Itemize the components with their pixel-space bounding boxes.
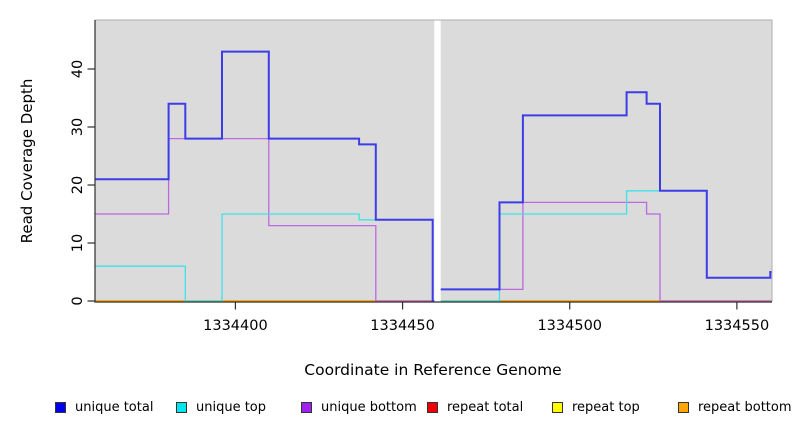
x-axis-title: Coordinate in Reference Genome xyxy=(304,361,562,379)
legend-label: repeat bottom xyxy=(698,399,792,415)
legend-label: repeat top xyxy=(572,399,640,415)
x-tick-label: 1334400 xyxy=(203,318,268,334)
y-tick-label: 10 xyxy=(70,234,86,252)
unique-top-swatch-icon xyxy=(176,401,187,413)
legend: unique total unique top unique bottom re… xyxy=(0,399,792,419)
legend-label: unique bottom xyxy=(321,399,417,415)
y-tick-label: 20 xyxy=(70,176,86,194)
x-tick-label: 1334450 xyxy=(370,318,435,334)
coverage-plot: 1334400 1334450 1334500 1334550 0 10 20 30 40 xyxy=(70,19,773,334)
unique-total-swatch-icon xyxy=(55,401,66,413)
repeat-top-swatch-icon xyxy=(552,401,563,413)
legend-label: unique total xyxy=(75,399,154,415)
legend-item-repeat-bottom: repeat bottom xyxy=(678,399,792,415)
legend-label: repeat total xyxy=(447,399,524,415)
legend-item-repeat-top: repeat top xyxy=(552,399,640,415)
y-tick-label: 0 xyxy=(70,296,86,305)
coverage-gap-mask xyxy=(434,20,441,302)
legend-item-unique-top: unique top xyxy=(176,399,266,415)
unique-bottom-swatch-icon xyxy=(301,401,312,413)
legend-item-unique-total: unique total xyxy=(55,399,153,415)
panel-border xyxy=(95,19,773,302)
x-tick-label: 1334500 xyxy=(537,318,602,334)
repeat-bottom-swatch-icon xyxy=(678,401,689,413)
y-tick-label: 30 xyxy=(70,118,86,136)
legend-label: unique top xyxy=(196,399,267,415)
legend-item-repeat-total: repeat total xyxy=(427,399,523,415)
axis-lines xyxy=(94,20,772,303)
y-tick-label: 40 xyxy=(70,60,86,78)
y-axis-title: Read Coverage Depth xyxy=(18,78,36,244)
legend-item-unique-bottom: unique bottom xyxy=(301,399,417,415)
x-tick-label: 1334550 xyxy=(705,318,770,334)
repeat-total-swatch-icon xyxy=(427,401,438,413)
